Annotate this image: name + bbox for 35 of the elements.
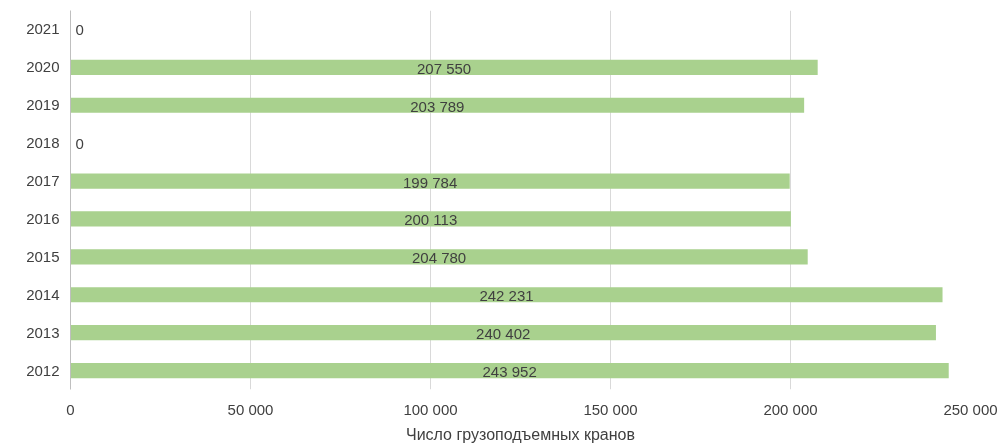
y-tick-label: 2020 <box>26 58 60 76</box>
data-label: 240 402 <box>476 325 531 343</box>
bar <box>70 249 808 265</box>
bar <box>70 173 790 189</box>
data-label: 207 550 <box>416 59 472 77</box>
x-tick-label: 150 000 <box>583 400 638 418</box>
bar <box>70 325 936 341</box>
x-tick-label: 100 000 <box>403 400 458 418</box>
data-label: 203 789 <box>410 97 465 115</box>
y-tick-label: 2016 <box>26 209 60 227</box>
x-tick-label: 50 000 <box>227 400 274 418</box>
bar <box>70 287 943 303</box>
y-tick-label: 2017 <box>26 172 60 190</box>
data-label: 204 780 <box>411 249 467 267</box>
x-axis-title: Число грузоподъемных кранов <box>406 425 635 443</box>
bar <box>70 211 791 227</box>
y-tick-label: 2019 <box>26 96 60 114</box>
x-tick-label: 200 000 <box>763 400 818 418</box>
data-label: 242 231 <box>479 287 534 305</box>
data-label: 200 113 <box>404 211 458 229</box>
data-label: 0 <box>75 135 84 153</box>
bar <box>70 97 805 113</box>
data-label: 0 <box>75 21 84 39</box>
y-tick-label: 2021 <box>26 20 60 38</box>
y-tick-label: 2012 <box>26 361 60 379</box>
y-tick-label: 2015 <box>26 247 60 265</box>
bar <box>70 362 949 379</box>
y-tick-label: 2013 <box>26 323 60 341</box>
x-tick-label: 250 000 <box>943 400 998 418</box>
data-label: 243 952 <box>482 363 537 381</box>
x-tick-label: 0 <box>66 400 75 418</box>
data-label: 199 784 <box>403 173 458 191</box>
bar <box>70 59 818 75</box>
y-tick-label: 2014 <box>26 285 60 303</box>
y-tick-label: 2018 <box>26 134 60 152</box>
